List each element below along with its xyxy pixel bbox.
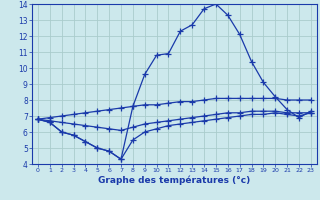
X-axis label: Graphe des températures (°c): Graphe des températures (°c) <box>98 176 251 185</box>
